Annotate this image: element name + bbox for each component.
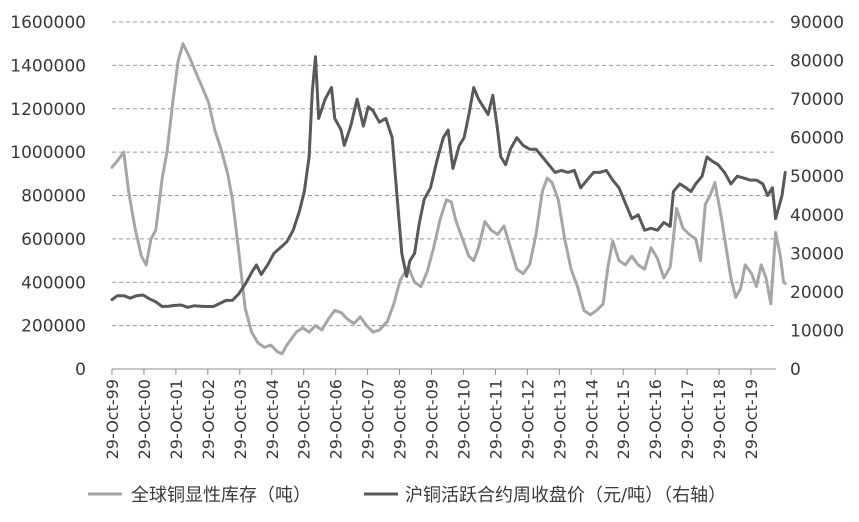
left-tick-label: 800000 [21,187,86,207]
series-line-1 [110,42,787,356]
x-tick-label: 29-Oct-15 [614,379,633,459]
x-tick-label: 29-Oct-11 [486,379,505,459]
gridlines [112,21,776,327]
x-tick-label: 29-Oct-18 [710,379,729,459]
x-tick-label: 29-Oct-06 [327,379,346,459]
x-tick-label: 29-Oct-13 [550,379,569,459]
x-tick-label: 29-Oct-10 [454,379,473,459]
left-tick-label: 1400000 [10,56,86,76]
legend-label-2: 沪铜活跃合约周收盘价（元/吨）（右轴） [405,485,726,506]
x-tick-label: 29-Oct-08 [391,379,410,459]
right-axis-tick-labels: 0 10000 20000 30000 40000 50000 60000 70000 8000… [790,13,844,380]
left-tick-label: 0 [75,360,86,380]
x-tick-label: 29-Oct-16 [646,379,665,459]
right-tick-label: 40000 [790,206,844,226]
x-tick-label: 29-Oct-17 [678,379,697,459]
right-tick-label: 50000 [790,167,844,187]
left-tick-label: 1200000 [10,100,86,120]
x-axis: 29-Oct-99 29-Oct-00 29-Oct-01 29-Oct-02 29-O… [103,368,776,459]
x-tick-label: 29-Oct-19 [742,379,761,459]
x-tick-label: 29-Oct-09 [423,379,442,459]
right-tick-label: 90000 [790,13,844,33]
left-tick-label: 200000 [21,317,86,337]
series-line-2 [110,55,787,309]
x-tick-label: 29-Oct-05 [295,379,314,459]
left-tick-label: 1000000 [10,143,86,163]
left-tick-label: 400000 [21,273,86,293]
right-tick-label: 10000 [790,321,844,341]
x-tick-label: 29-Oct-14 [582,379,601,459]
left-tick-label: 600000 [21,230,86,250]
series-lines [110,42,787,356]
right-tick-label: 30000 [790,244,844,264]
right-tick-label: 60000 [790,129,844,149]
x-tick-label: 29-Oct-00 [135,379,154,459]
right-tick-label: 70000 [790,90,844,110]
x-tick-label: 29-Oct-02 [199,379,218,459]
right-tick-label: 80000 [790,52,844,72]
x-tick-label: 29-Oct-04 [263,379,282,459]
x-tick-label: 29-Oct-03 [231,379,250,459]
left-tick-label: 1600000 [10,13,86,33]
x-tick-label: 29-Oct-01 [167,379,186,459]
left-axis-tick-labels: 0 200000 400000 600000 800000 1000000 1200000 1… [10,13,86,380]
legend: 全球铜显性库存（吨） 沪铜活跃合约周收盘价（元/吨）（右轴） [88,485,726,506]
x-tick-label: 29-Oct-12 [518,379,537,459]
right-tick-label: 20000 [790,283,844,303]
right-tick-label: 0 [790,360,801,380]
legend-label-1: 全球铜显性库存（吨） [131,485,311,506]
x-tick-label: 29-Oct-07 [359,379,378,459]
x-tick-label: 29-Oct-99 [103,379,122,459]
